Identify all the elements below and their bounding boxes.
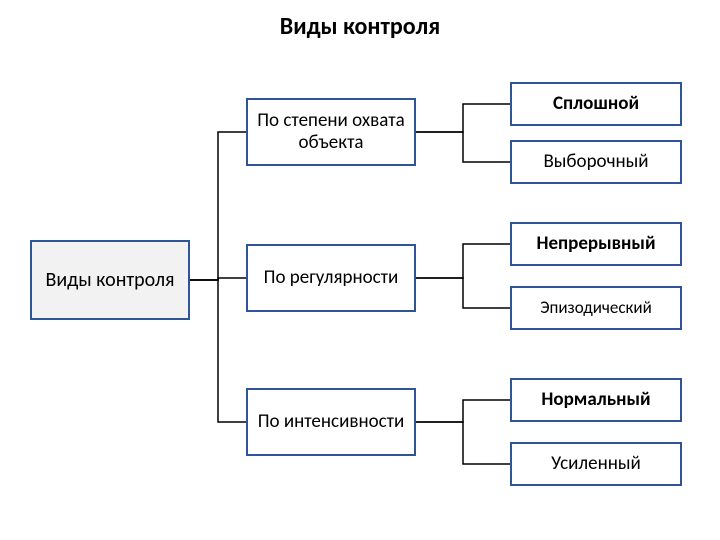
- node-leaf-enhanced: Усиленный: [510, 442, 682, 486]
- node-label: По регулярности: [264, 267, 399, 289]
- node-label: Виды контроля: [45, 269, 174, 292]
- node-category-regularity: По регулярности: [246, 244, 416, 312]
- node-label: Выборочный: [543, 151, 648, 173]
- diagram-title: Виды контроля: [0, 12, 720, 41]
- node-label: Эпизодический: [540, 298, 652, 318]
- node-root: Виды контроля: [30, 240, 190, 320]
- node-leaf-episodic: Эпизодический: [510, 286, 682, 330]
- node-category-coverage: По степени охвата объекта: [246, 98, 416, 166]
- node-label: По интенсивности: [258, 411, 405, 433]
- node-label: По степени охвата объекта: [248, 110, 414, 154]
- node-label: Нормальный: [541, 389, 650, 411]
- node-leaf-selective: Выборочный: [510, 140, 682, 184]
- node-leaf-normal: Нормальный: [510, 378, 682, 422]
- node-category-intensity: По интенсивности: [246, 388, 416, 456]
- node-label: Сплошной: [553, 93, 639, 115]
- node-leaf-continuous: Непрерывный: [510, 222, 682, 266]
- node-label: Непрерывный: [536, 233, 655, 255]
- node-label: Усиленный: [551, 453, 641, 475]
- node-leaf-total: Сплошной: [510, 82, 682, 126]
